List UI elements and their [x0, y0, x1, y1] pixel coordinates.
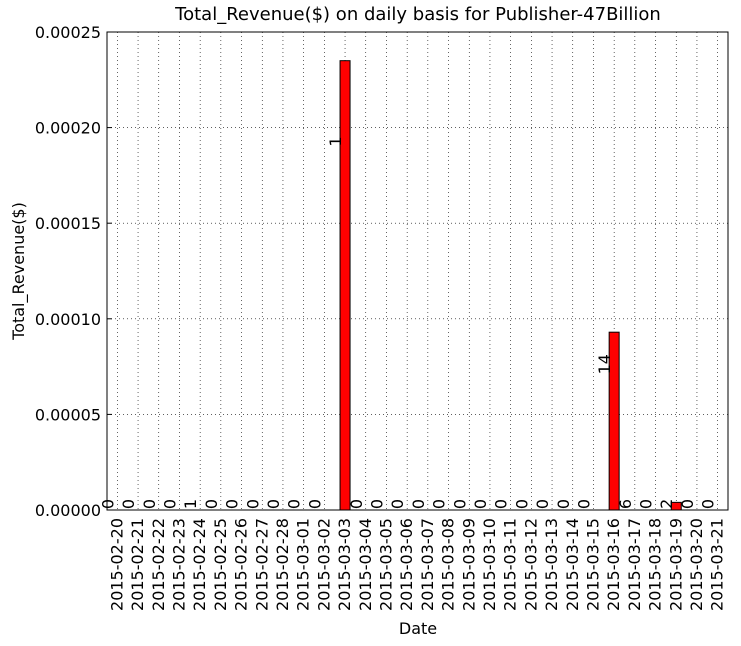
y-tick-label: 0.00005: [35, 405, 101, 424]
bar-annotation: 0: [450, 499, 469, 509]
bar: [339, 60, 351, 511]
bar-annotation: 0: [388, 499, 407, 509]
x-tick-label: 2015-03-16: [604, 518, 623, 611]
y-tick-label: 0.00015: [35, 214, 101, 233]
x-tick-label: 2015-02-20: [107, 518, 126, 611]
bar-annotation: 0: [119, 499, 138, 509]
bar-annotation: 0: [678, 499, 697, 509]
bar-annotation: 0: [409, 499, 428, 509]
y-tick-label: 0.00010: [35, 310, 101, 329]
bar-annotation: 1: [326, 136, 345, 146]
bar-annotation: 0: [223, 499, 242, 509]
bar-annotation: 0: [492, 499, 511, 509]
x-tick-label: 2015-02-21: [128, 518, 147, 611]
bar-annotation: 1: [181, 499, 200, 509]
chart-title: Total_Revenue($) on daily basis for Publ…: [174, 4, 661, 25]
x-tick-label: 2015-02-25: [211, 518, 230, 611]
bar-annotation: 0: [699, 499, 718, 509]
x-tick-label: 2015-03-21: [708, 518, 727, 611]
bar-annotation: 0: [285, 499, 304, 509]
bar-annotation: 0: [554, 499, 573, 509]
bar-annotation: 0: [160, 499, 179, 509]
x-tick-label: 2015-02-26: [232, 518, 251, 611]
x-tick-label: 2015-03-17: [625, 518, 644, 611]
bar-annotation: 0: [367, 499, 386, 509]
x-tick-label: 2015-03-06: [397, 518, 416, 611]
x-axis-label: Date: [399, 619, 437, 638]
bar-annotation: 0: [140, 499, 159, 509]
bar-annotation: 0: [264, 499, 283, 509]
x-tick-label: 2015-03-15: [583, 518, 602, 611]
bar-annotation: 0: [202, 499, 221, 509]
x-tick-label: 2015-03-07: [418, 518, 437, 611]
x-tick-label: 2015-03-03: [335, 518, 354, 611]
y-tick-label: 0.00000: [35, 501, 101, 520]
x-tick-label: 2015-03-05: [376, 518, 395, 611]
bar-annotation: 0: [430, 499, 449, 509]
bar-annotation: 6: [616, 499, 635, 509]
x-tick-label: 2015-02-24: [190, 518, 209, 611]
x-tick-label: 2015-03-20: [687, 518, 706, 611]
x-tick-label: 2015-03-02: [314, 518, 333, 611]
x-tick-label: 2015-02-27: [252, 518, 271, 611]
bar-annotation: 0: [471, 499, 490, 509]
bar-annotation: 14: [595, 354, 614, 374]
bar-annotation: 2: [657, 499, 676, 509]
x-tick-label: 2015-03-01: [294, 518, 313, 611]
x-tick-label: 2015-02-28: [273, 518, 292, 611]
x-tick-label: 2015-03-13: [542, 518, 561, 611]
bar-annotation: 0: [347, 499, 366, 509]
x-tick-label: 2015-03-11: [501, 518, 520, 611]
bar-annotation: 0: [305, 499, 324, 509]
x-tick-label: 2015-03-12: [521, 518, 540, 611]
x-tick-label: 2015-02-23: [169, 518, 188, 611]
x-tick-label: 2015-03-04: [356, 518, 375, 611]
x-tick-label: 2015-03-10: [480, 518, 499, 611]
x-tick-label: 2015-03-08: [439, 518, 458, 611]
bar-annotation: 0: [574, 499, 593, 509]
bar-annotation: 0: [533, 499, 552, 509]
x-tick-label: 2015-03-09: [459, 518, 478, 611]
y-tick-label: 0.00025: [35, 23, 101, 42]
x-tick-label: 2015-03-14: [563, 518, 582, 611]
x-tick-label: 2015-03-19: [666, 518, 685, 611]
bar-annotation: 0: [98, 499, 117, 509]
plot-frame: [106, 31, 729, 511]
y-tick-label: 0.00020: [35, 119, 101, 138]
bar-annotation: 0: [243, 499, 262, 509]
x-tick-label: 2015-03-18: [646, 518, 665, 611]
bar-annotation: 0: [637, 499, 656, 509]
x-tick-label: 2015-02-22: [149, 518, 168, 611]
bar-annotation: 0: [512, 499, 531, 509]
y-axis-label: Total_Revenue($): [9, 202, 29, 341]
